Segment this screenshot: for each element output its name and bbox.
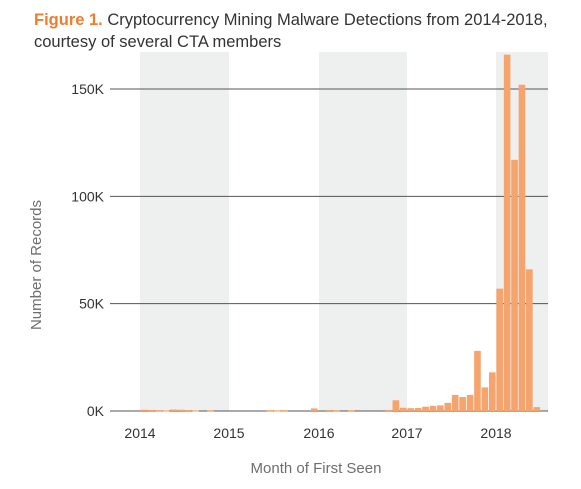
bar-2018-04: [518, 84, 526, 411]
bar-2017-10: [474, 350, 481, 411]
bar-2017-05: [437, 405, 444, 411]
x-tick-label: 2018: [480, 425, 511, 441]
bar-2015-06: [266, 410, 274, 412]
x-axis-label: Month of First Seen: [251, 460, 382, 477]
bar-2017-02: [414, 407, 422, 411]
bar-2017-03: [422, 406, 429, 411]
bar-2014-08: [192, 410, 199, 412]
bar-2016-12: [399, 407, 407, 411]
year-band-2016: [319, 52, 407, 411]
year-bands: [140, 52, 548, 411]
bar-2015-07: [273, 410, 281, 412]
figure-title: Figure 1. Cryptocurrency Mining Malware …: [34, 9, 554, 53]
bar-2014-06: [177, 409, 185, 411]
bar-2018-01: [496, 288, 504, 411]
x-tick-label: 2015: [213, 425, 244, 441]
bar-2017-07: [451, 394, 459, 411]
bar-2016-10: [385, 409, 392, 412]
bar-2017-06: [444, 402, 452, 411]
figure-number: Figure 1.: [34, 11, 103, 29]
bar-2014-05: [170, 409, 177, 411]
y-axis-label: Number of Records: [28, 200, 45, 330]
bars: [140, 54, 541, 412]
bar-2017-09: [466, 394, 474, 411]
bar-2015-08: [281, 410, 288, 412]
year-band-2014: [140, 52, 229, 411]
bar-2014-04: [162, 410, 170, 412]
y-axis-ticks: 0K 50K 100K 150K: [71, 81, 104, 419]
bar-2014-01: [140, 409, 148, 411]
x-tick-label: 2014: [124, 425, 155, 441]
bar-2014-07: [184, 409, 192, 412]
bar-2015-12: [310, 408, 318, 411]
x-tick-label: 2017: [391, 425, 422, 441]
bar-2017-08: [459, 397, 466, 411]
bar-2016-05: [348, 410, 355, 412]
bar-2014-10: [207, 410, 214, 412]
bar-2016-03: [333, 410, 340, 412]
bar-2016-02: [325, 409, 333, 412]
bar-2018-06: [533, 407, 541, 411]
y-tick-label: 150K: [71, 81, 104, 97]
bar-2018-03: [511, 159, 518, 411]
y-tick-label: 0K: [87, 403, 105, 419]
bar-2017-11: [481, 387, 489, 411]
y-tick-label: 50K: [79, 296, 105, 312]
y-tick-label: 100K: [71, 188, 104, 204]
bar-2018-02: [503, 54, 511, 412]
bar-2017-01: [407, 408, 415, 411]
bar-2018-05: [526, 269, 533, 411]
bar-2014-03: [155, 410, 162, 412]
bar-2016-11: [392, 400, 400, 411]
bar-2017-12: [488, 372, 496, 411]
x-tick-label: 2016: [303, 425, 334, 441]
bar-2014-02: [147, 409, 155, 412]
figure-caption: Cryptocurrency Mining Malware Detections…: [34, 11, 548, 51]
bar-2017-04: [429, 405, 437, 411]
x-axis-ticks: 2014 2015 2016 2017 2018: [124, 425, 511, 441]
